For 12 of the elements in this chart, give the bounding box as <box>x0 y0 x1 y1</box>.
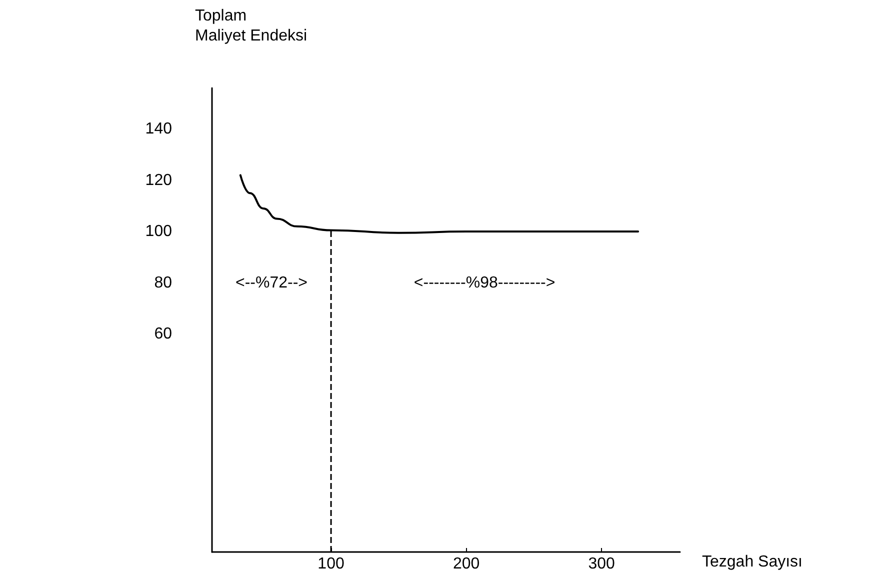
x-tick-label: 300 <box>588 556 615 572</box>
annotation: <--%72--> <box>236 274 308 292</box>
x-axis-title: Tezgah Sayısı <box>702 554 802 570</box>
x-tick-label: 200 <box>452 556 480 572</box>
x-tick-label: 100 <box>318 556 344 572</box>
y-axis-title: Toplam Maliyet Endeksi <box>195 8 308 44</box>
y-tick-label: 120 <box>145 172 172 189</box>
y-tick-label: 100 <box>145 223 172 240</box>
y-tick-label: 80 <box>154 274 172 292</box>
annotation: <--------%98---------> <box>414 274 556 292</box>
y-tick-label: 140 <box>145 120 172 138</box>
y-tick-label: 60 <box>154 326 172 343</box>
